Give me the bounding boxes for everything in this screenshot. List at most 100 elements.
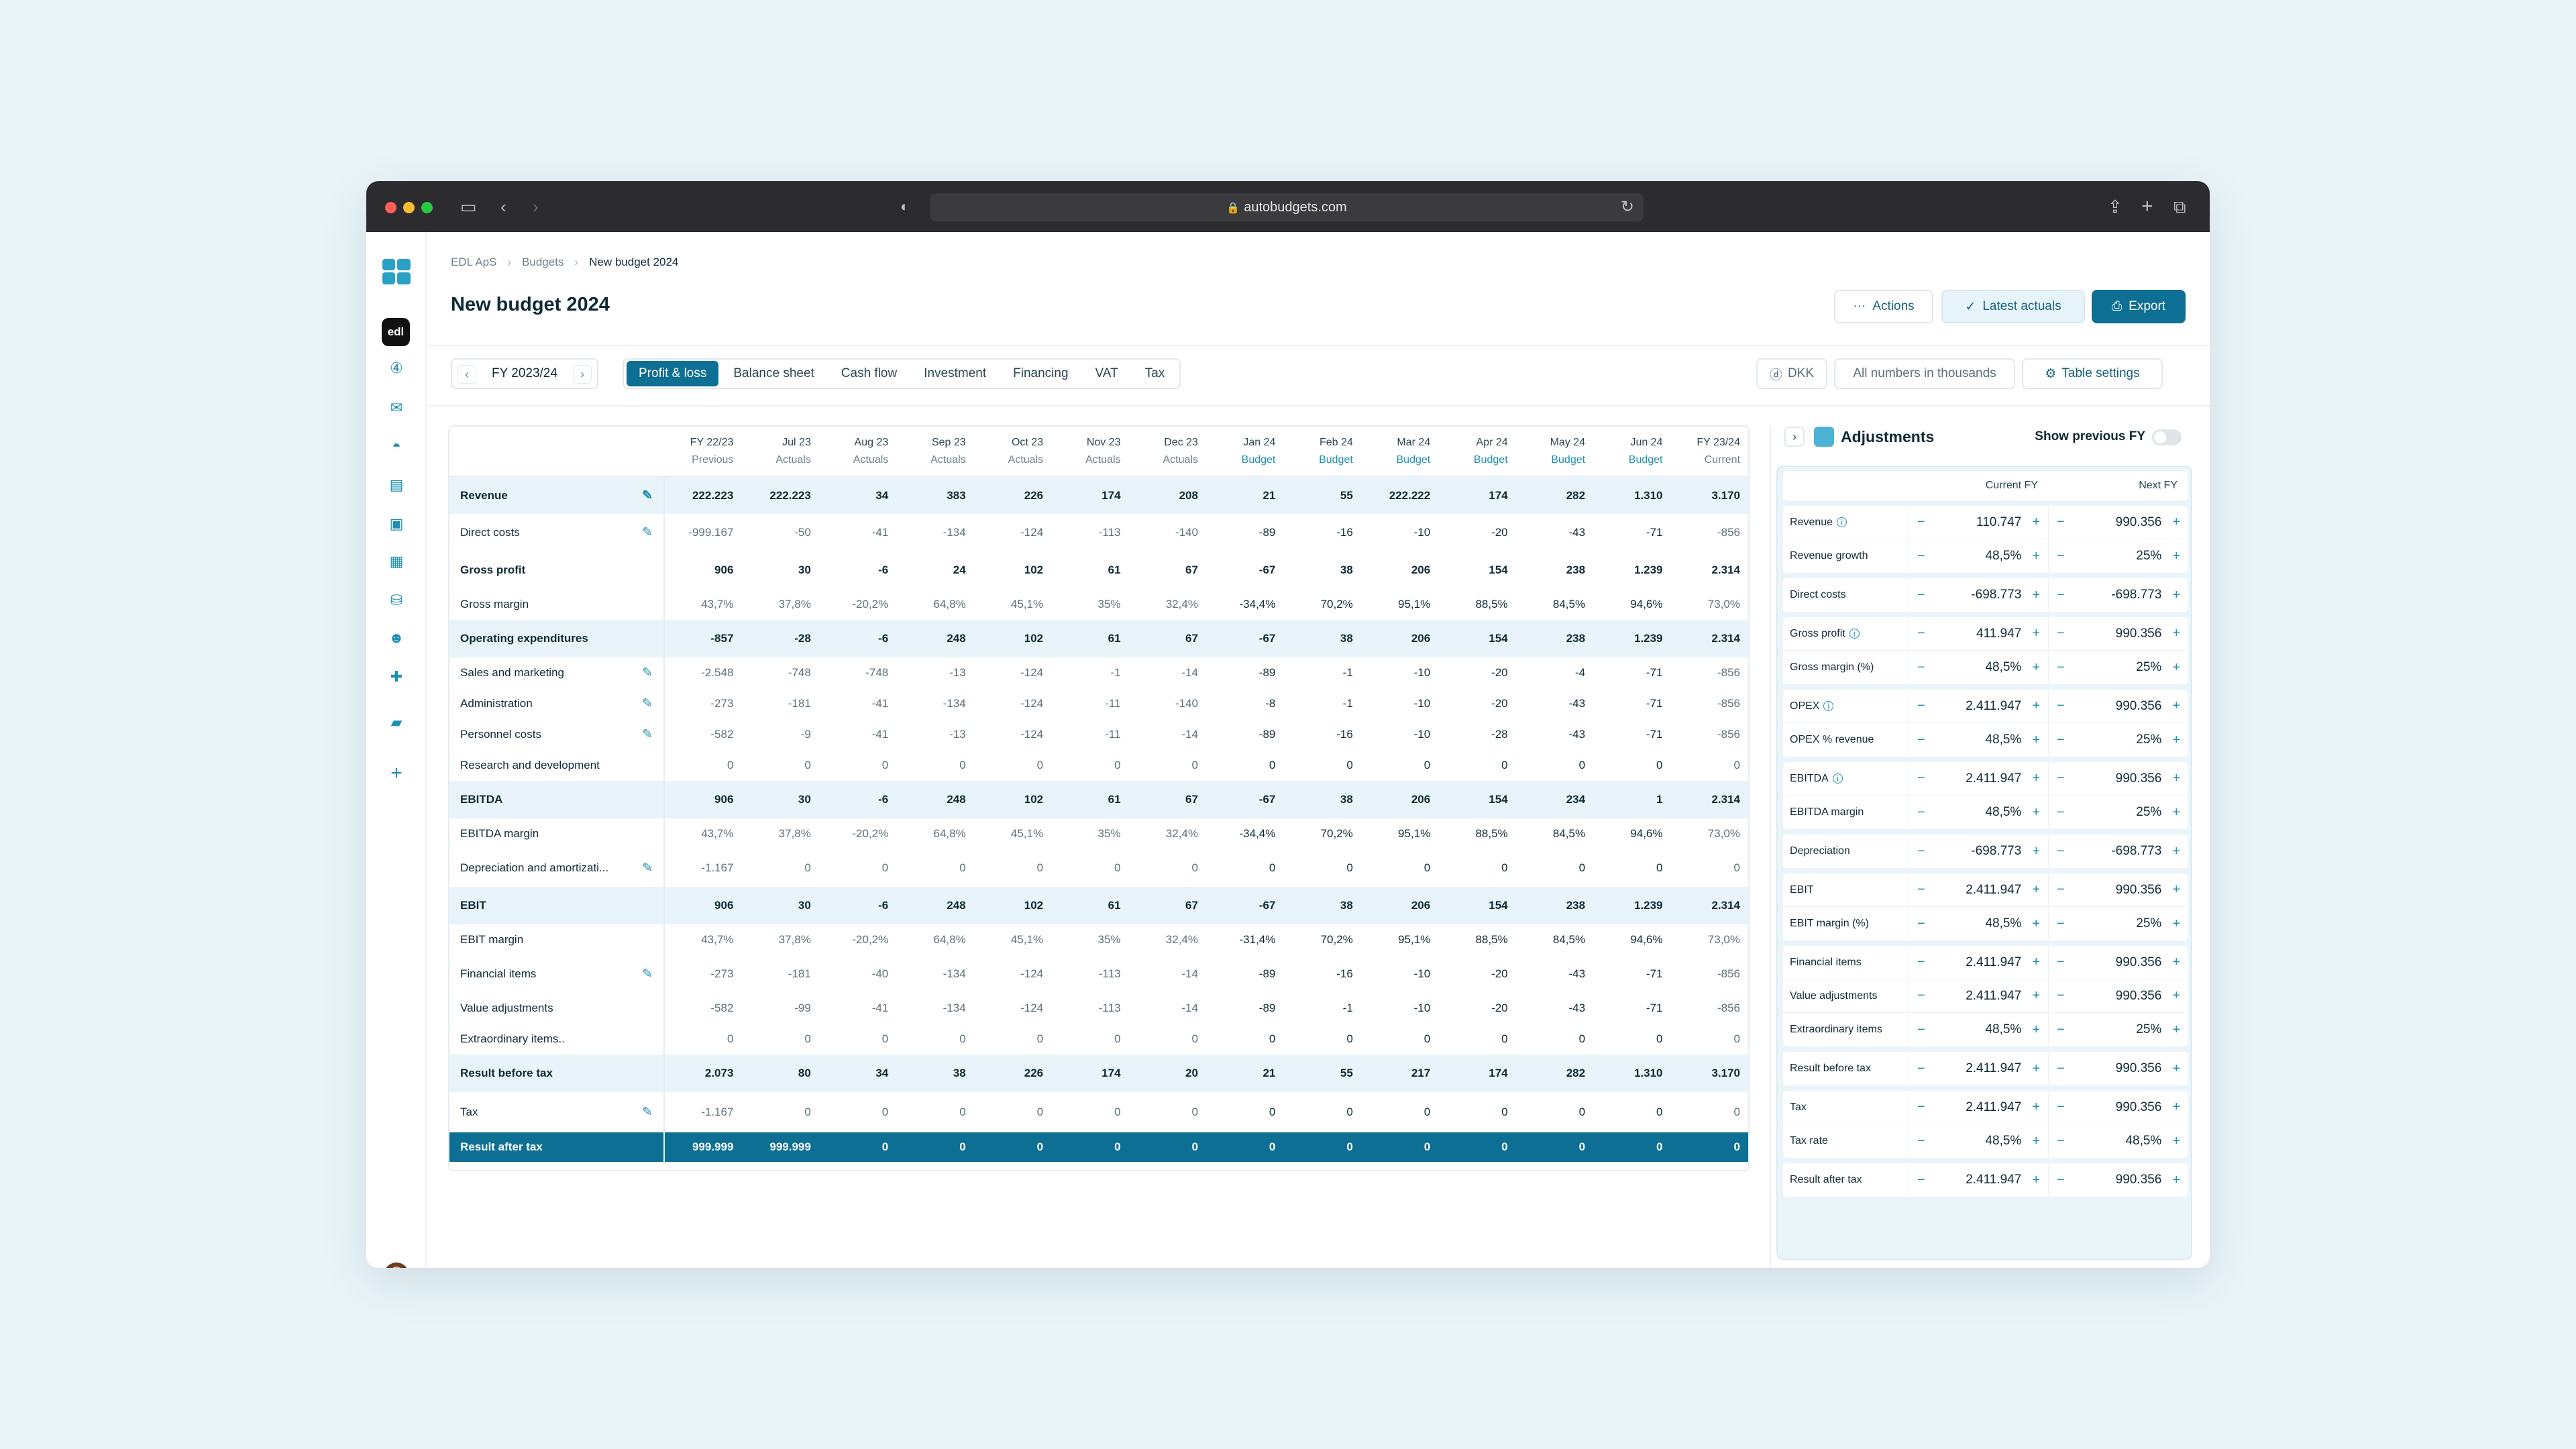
table-cell[interactable]: 0 [1269,1106,1276,1118]
table-cell[interactable]: 61 [1051,887,1129,924]
table-cell[interactable]: 0 [1733,759,1740,771]
table-cell[interactable]: -43 [1568,1002,1586,1014]
minus-icon[interactable]: − [1917,916,1925,931]
table-cell[interactable]: 70,2% [1320,933,1353,946]
table-cell[interactable]: -34,4% [1239,598,1276,610]
table-cell[interactable]: 999.999 [741,1132,819,1162]
users-icon[interactable]: ☻ [388,629,405,646]
collapse-panel-button[interactable]: › [1784,427,1805,447]
table-cell[interactable]: -16 [1336,967,1353,980]
table-cell[interactable]: -10 [1413,666,1431,679]
table-cell[interactable]: 0 [1578,1032,1586,1045]
current-fy-stepper[interactable]: − 48,5% + [1909,1124,2049,1158]
stepper-value[interactable]: -698.773 [1971,588,2022,602]
stepper-value[interactable]: 48,5% [1985,733,2022,747]
plus-icon[interactable]: + [2172,955,2180,969]
edit-icon[interactable]: ✎ [642,525,653,540]
table-cell[interactable]: -20 [1491,697,1508,710]
table-cell[interactable]: -14 [1181,728,1198,741]
table-cell[interactable]: -16 [1336,526,1353,539]
mail-icon[interactable]: ✉ [390,399,403,416]
table-cell[interactable]: -89 [1258,728,1276,741]
table-cell[interactable]: 226 [973,476,1052,514]
current-fy-stepper[interactable]: − 48,5% + [1909,796,2049,829]
table-cell[interactable]: 38 [1283,781,1361,818]
table-cell[interactable]: 32,4% [1165,827,1198,840]
table-cell[interactable]: 73,0% [1707,827,1740,840]
minus-icon[interactable]: − [2057,659,2065,675]
minus-icon[interactable]: − [2057,804,2065,820]
table-cell[interactable]: 64,8% [933,598,966,610]
table-cell[interactable]: -67 [1205,781,1284,818]
current-fy-stepper[interactable]: − 48,5% + [1909,1013,2049,1046]
address-bar[interactable]: 🔒 autobudgets.com ↻ [930,193,1644,221]
minus-icon[interactable]: − [2057,843,2065,859]
table-cell[interactable]: 70,2% [1320,827,1353,840]
table-cell[interactable]: 282 [1515,1055,1594,1092]
plus-icon[interactable]: + [2172,843,2180,859]
edit-icon[interactable]: ✎ [642,665,653,680]
table-cell[interactable]: -8 [1265,697,1276,710]
table-cell[interactable]: 35% [1097,598,1121,610]
table-cell[interactable]: 38 [1283,620,1361,657]
table-cell[interactable]: -2.548 [701,666,734,679]
edit-icon[interactable]: ✎ [642,727,653,742]
table-cell[interactable]: 0 [1114,861,1121,874]
stepper-value[interactable]: 25% [2136,549,2162,563]
back-icon[interactable]: ‹ [500,197,506,217]
table-cell[interactable]: 55 [1283,476,1361,514]
currency-selector[interactable]: ⓓ DKK [1756,358,1827,389]
table-cell[interactable]: -856 [1717,526,1740,539]
table-cell[interactable]: -1.167 [701,1106,734,1118]
table-cell[interactable]: -71 [1646,1002,1663,1014]
table-cell[interactable]: 206 [1360,887,1439,924]
table-cell[interactable]: 94,6% [1630,598,1663,610]
tab-overview-icon[interactable]: ⧉ [2174,197,2186,217]
table-cell[interactable]: 88,5% [1475,933,1508,946]
actions-button[interactable]: ··· Actions [1834,290,1933,323]
stepper-value[interactable]: 990.356 [2115,1061,2162,1075]
minus-icon[interactable]: − [1917,732,1925,747]
table-cell[interactable]: 0 [727,1032,734,1045]
minus-icon[interactable]: − [2057,587,2065,602]
table-cell[interactable]: -181 [788,967,811,980]
stepper-value[interactable]: 990.356 [2115,1099,2162,1114]
export-button[interactable]: ⎙ Export [2092,290,2186,323]
next-fy-stepper[interactable]: − 25% + [2049,796,2188,829]
current-fy-stepper[interactable]: − 2.411.947 + [1909,1091,2049,1124]
table-cell[interactable]: -856 [1717,1002,1740,1014]
table-cell[interactable]: 102 [973,620,1052,657]
org-badge[interactable]: edl [382,318,410,346]
table-cell[interactable]: 0 [959,861,966,874]
plus-icon[interactable]: + [2032,1022,2040,1037]
table-cell[interactable]: 0 [881,861,889,874]
table-cell[interactable]: 95,1% [1398,933,1431,946]
minus-icon[interactable]: − [2057,1022,2065,1037]
minus-icon[interactable]: − [1917,1099,1925,1114]
minus-icon[interactable]: − [1917,843,1925,859]
table-cell[interactable]: 0 [896,1132,974,1162]
stepper-value[interactable]: 48,5% [1985,805,2022,819]
table-cell[interactable]: -67 [1205,620,1284,657]
budget-icon[interactable]: ◓ [392,437,401,454]
next-fy-stepper[interactable]: − 990.356 + [2049,1163,2188,1197]
table-cell[interactable]: 3.170 [1670,1055,1748,1092]
tab-profit-loss[interactable]: Profit & loss [627,361,719,386]
next-fy-stepper[interactable]: − 25% + [2049,723,2188,757]
next-fy-stepper[interactable]: − 25% + [2049,1013,2188,1046]
table-cell[interactable]: 80 [741,1055,819,1092]
table-cell[interactable]: 248 [896,620,974,657]
minus-icon[interactable]: − [1917,882,1925,897]
plus-icon[interactable]: + [2172,698,2180,713]
table-cell[interactable]: -20 [1491,526,1508,539]
minus-icon[interactable]: − [2057,1172,2065,1187]
table-cell[interactable]: -28 [1491,728,1508,741]
next-fy-stepper[interactable]: − 990.356 + [2049,506,2188,539]
sidebar-toggle-icon[interactable]: ▭ [460,197,477,217]
edit-icon[interactable]: ✎ [642,967,653,981]
table-cell[interactable]: -10 [1413,697,1431,710]
next-fy-stepper[interactable]: − 990.356 + [2049,762,2188,795]
table-cell[interactable]: -1 [1342,697,1353,710]
stepper-value[interactable]: 48,5% [1985,916,2022,930]
minus-icon[interactable]: − [2057,1061,2065,1076]
